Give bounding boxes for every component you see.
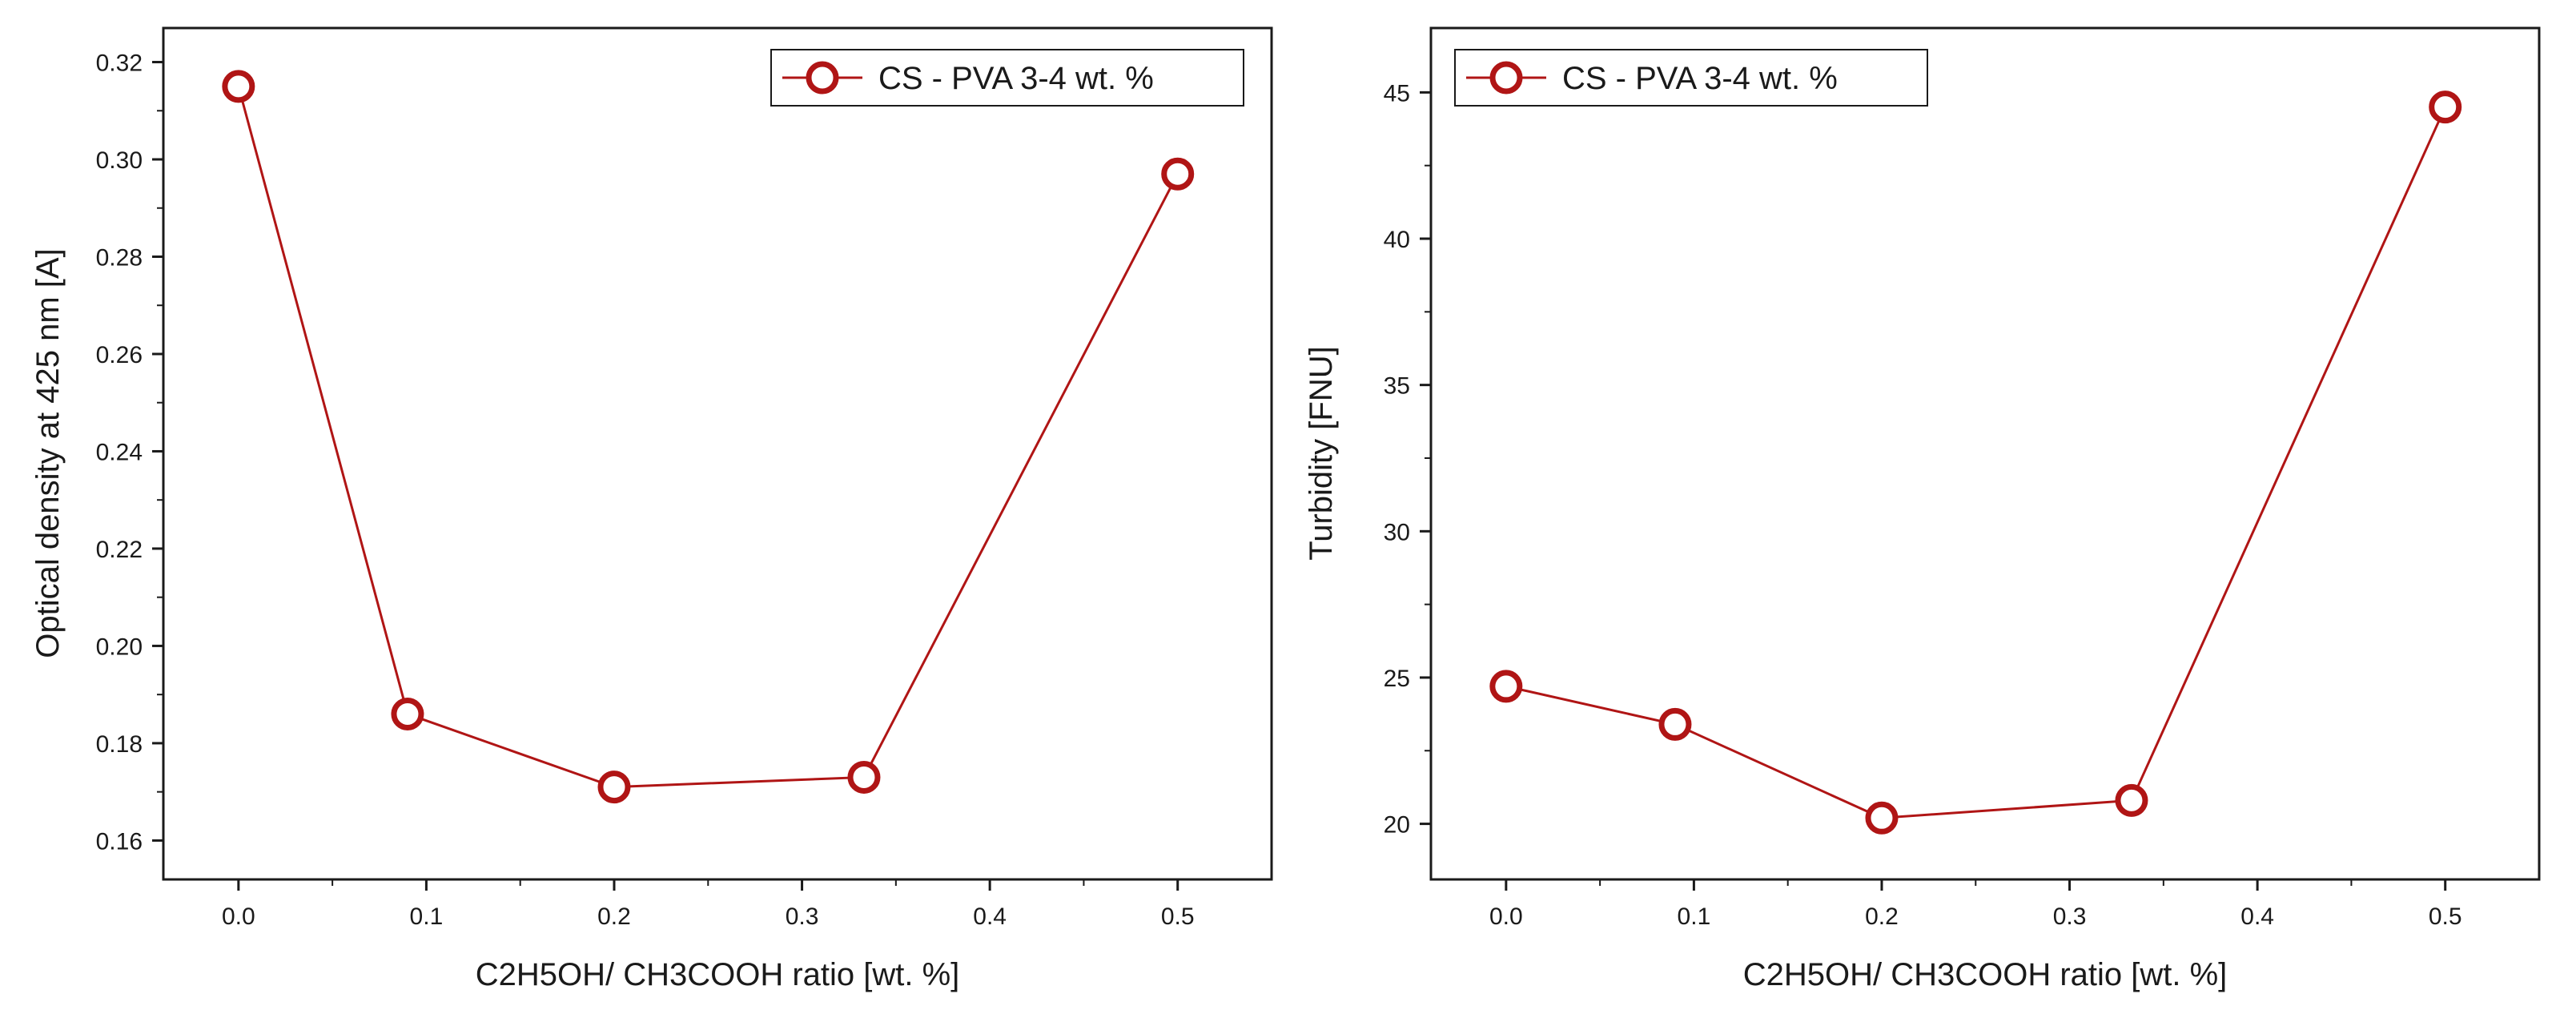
x-tick-label: 0.0: [1489, 903, 1523, 930]
plot-frame: [1429, 26, 2541, 881]
data-point: [1658, 707, 1692, 741]
panel-optical-density: 0.0 0.1 0.2 0.3 0.4 0.5 0.160.180.200.220.240…: [30, 26, 1273, 992]
legend-label: CS - PVA 3-4 wt. %: [878, 61, 1154, 96]
x-tick-label: 0.2: [597, 903, 631, 930]
data-point: [391, 697, 424, 730]
data-point: [222, 70, 255, 103]
x-axis-ticks: [237, 879, 1179, 891]
x-tick-label: 0.3: [786, 903, 819, 930]
y-tick-label: 0.20: [96, 634, 143, 660]
y-tick-label: 0.24: [96, 439, 143, 465]
y-tick-label: 0.28: [96, 244, 143, 271]
y-tick-label: 0.16: [96, 828, 143, 855]
y-tick-label: 30: [1384, 519, 1410, 545]
y-tick-label: 0.18: [96, 731, 143, 758]
x-tick-label: 0.4: [2240, 903, 2274, 930]
x-axis-label: C2H5OH/ CH3COOH ratio [wt. %]: [476, 957, 960, 992]
y-tick-label: 20: [1384, 812, 1410, 839]
x-tick-label: 0.1: [410, 903, 444, 930]
series-line: [237, 86, 1179, 789]
y-axis-ticks: [1420, 91, 1431, 826]
data-point: [2115, 783, 2148, 817]
data-point: [1489, 670, 1523, 703]
series-markers: [1489, 91, 2462, 835]
legend: CS - PVA 3-4 wt. %: [1454, 49, 1928, 107]
legend-label: CS - PVA 3-4 wt. %: [1562, 61, 1838, 96]
legend-marker-swatch: [806, 61, 839, 95]
x-tick-label: 0.2: [1865, 903, 1899, 930]
series-markers: [222, 70, 1195, 804]
y-tick-label: 0.26: [96, 342, 143, 368]
y-tick-label: 25: [1384, 666, 1410, 692]
y-tick-labels: 0.16 0.18 0.20 0.22 0.24 0.26 0.28 0.30 0.32: [96, 50, 143, 855]
x-axis-ticks: [1505, 879, 2447, 891]
plot-frame: [162, 26, 1273, 881]
panel-turbidity: 0.0 0.1 0.2 0.3 0.4 0.5 20 25 30 35 40 45 C2H5OH/ …: [1304, 26, 2541, 992]
y-tick-label: 0.32: [96, 50, 143, 77]
data-point: [847, 760, 881, 794]
x-tick-label: 0.4: [973, 903, 1007, 930]
x-tick-label: 0.5: [1161, 903, 1195, 930]
data-point: [2429, 91, 2462, 124]
data-point: [1161, 157, 1195, 191]
x-tick-label: 0.0: [222, 903, 255, 930]
y-axis-label: Turbidity [FNU]: [1304, 346, 1339, 560]
y-tick-labels: 20 25 30 35 40 45: [1384, 80, 1410, 838]
legend: CS - PVA 3-4 wt. %: [770, 49, 1244, 107]
data-point: [597, 771, 631, 804]
series-line: [1505, 107, 2447, 819]
y-tick-label: 35: [1384, 373, 1410, 400]
y-axis-ticks: [152, 61, 163, 842]
y-tick-label: 45: [1384, 80, 1410, 107]
x-tick-label: 0.5: [2429, 903, 2462, 930]
legend-marker-swatch: [1489, 61, 1523, 95]
y-tick-label: 40: [1384, 227, 1410, 253]
y-axis-label: Optical density at 425 nm [A]: [30, 248, 66, 658]
x-tick-labels: 0.0 0.1 0.2 0.3 0.4 0.5: [1489, 903, 2462, 930]
x-axis-label: C2H5OH/ CH3COOH ratio [wt. %]: [1743, 957, 2228, 992]
x-tick-label: 0.1: [1678, 903, 1711, 930]
y-tick-label: 0.30: [96, 147, 143, 174]
y-tick-label: 0.22: [96, 537, 143, 563]
x-tick-labels: 0.0 0.1 0.2 0.3 0.4 0.5: [222, 903, 1195, 930]
x-tick-label: 0.3: [2053, 903, 2087, 930]
data-point: [1865, 801, 1899, 835]
